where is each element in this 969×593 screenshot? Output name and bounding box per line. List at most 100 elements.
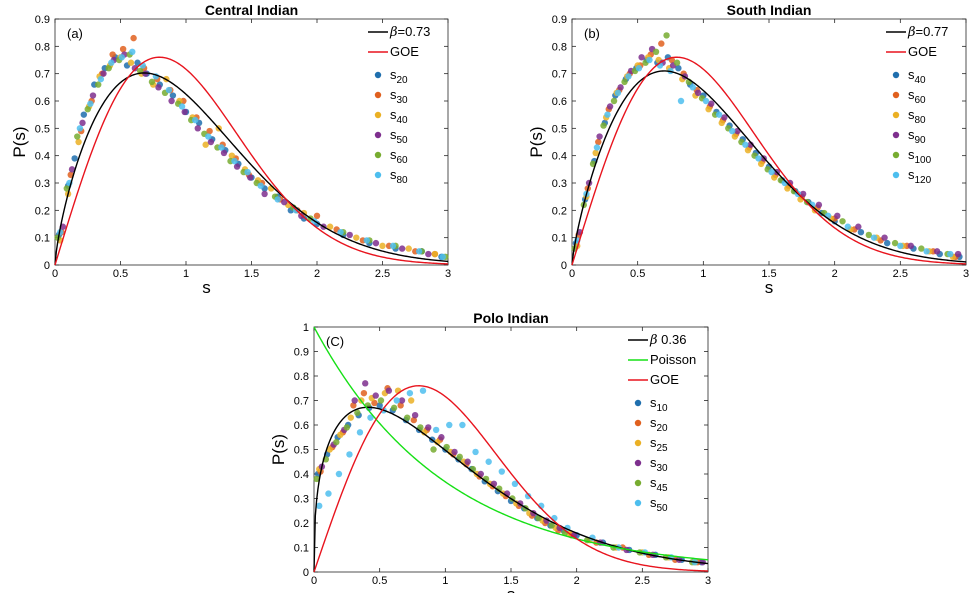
data-point [281, 198, 288, 206]
chart-panel-2: 0 0.5 1 1.5 2 2.5 3 0 0.1 0.2 0.3 0.4 0.5 0.6 0.7 0.8 0.… [527, 2, 969, 297]
series-subscript: 60 [915, 95, 927, 106]
data-point [799, 190, 807, 198]
data-point [244, 168, 251, 176]
legend-label-series: s40 [908, 67, 926, 86]
y-tick-label: 0.4 [294, 469, 309, 481]
series-name: s [650, 475, 657, 490]
legend-label-series: s60 [908, 87, 926, 106]
data-point [356, 429, 364, 436]
data-point [865, 231, 873, 239]
x-tick-label: 0.5 [630, 268, 645, 280]
x-tick-label: 1 [442, 575, 448, 587]
series-subscript: 40 [915, 75, 927, 86]
data-point [404, 414, 411, 421]
y-tick-label: 0 [44, 260, 50, 272]
data-point [443, 443, 450, 451]
data-point [663, 32, 670, 39]
data-point [771, 174, 778, 181]
data-point [625, 73, 632, 80]
data-point [432, 426, 440, 434]
data-point [600, 122, 607, 129]
data-point [100, 70, 107, 77]
data-point [178, 103, 186, 110]
y-tick-label: 0.3 [294, 494, 309, 506]
data-point [744, 147, 752, 154]
y-tick-label: 0.8 [552, 41, 567, 53]
legend-marker [892, 171, 900, 179]
series-subscript: 80 [915, 115, 927, 126]
data-point [129, 48, 136, 55]
chart-title: South Indian [727, 2, 812, 18]
data-point [127, 59, 135, 66]
data-point [870, 234, 878, 241]
legend-label-series: s10 [650, 395, 668, 414]
data-point [768, 168, 775, 176]
data-point [354, 409, 361, 416]
legend-label-fit: β 0.36 [649, 332, 686, 348]
poisson-curve [313, 326, 709, 561]
series-name: s [650, 395, 657, 410]
data-point [570, 532, 578, 539]
data-point [621, 78, 628, 86]
series-name: s [390, 87, 397, 102]
legend-label-series: s30 [650, 455, 668, 474]
data-point [75, 138, 82, 146]
data-point [367, 414, 374, 421]
series-name: s [650, 415, 657, 430]
data-point [231, 157, 238, 165]
data-point [834, 212, 841, 219]
x-tick-label: 1 [700, 268, 706, 280]
data-point [257, 182, 264, 189]
data-point [430, 446, 437, 453]
data-point [134, 59, 141, 66]
y-tick-label: 0.5 [552, 123, 567, 135]
data-point [797, 196, 804, 203]
y-tick-label: 0.8 [294, 371, 309, 383]
data-point [393, 397, 400, 404]
y-tick-label: 0.1 [294, 543, 309, 555]
legend-label-series: s50 [650, 495, 668, 514]
x-tick-label: 2.5 [635, 575, 650, 587]
legend-marker [374, 131, 382, 139]
data-point [80, 111, 88, 118]
series-subscript: 25 [657, 443, 669, 454]
series-s50 [59, 51, 432, 258]
data-point [456, 453, 463, 461]
series-name: s [650, 495, 657, 510]
data-point [702, 97, 710, 105]
series-subscript: 90 [915, 135, 927, 146]
data-point [933, 248, 941, 255]
data-point [148, 78, 156, 86]
data-point [464, 458, 471, 465]
data-point [360, 389, 368, 397]
y-tick-label: 0.7 [35, 69, 50, 81]
data-point [95, 81, 102, 88]
panel-label: (b) [584, 26, 600, 41]
y-tick-label: 0.6 [552, 96, 567, 108]
data-point [881, 234, 888, 241]
data-point [325, 490, 332, 497]
data-point [839, 218, 846, 225]
series-subscript: 40 [397, 115, 409, 126]
data-point [385, 387, 393, 394]
x-tick-label: 2.5 [893, 268, 908, 280]
y-axis-label: P(s) [527, 126, 546, 157]
y-tick-label: 0.9 [294, 347, 309, 359]
data-point [439, 253, 446, 260]
data-point [757, 160, 765, 168]
y-tick-label: 0.8 [35, 41, 50, 53]
goe-curve [313, 385, 709, 573]
data-point [207, 138, 215, 146]
beta-symbol: β [907, 25, 916, 40]
legend-marker [374, 171, 382, 179]
legend-label-series: s45 [650, 475, 668, 494]
legend-marker [634, 419, 642, 427]
legend-label-series: s100 [908, 147, 932, 166]
series-name: s [908, 67, 915, 82]
data-point [954, 250, 962, 258]
legend-marker [892, 71, 900, 79]
data-point [451, 448, 458, 456]
data-point [326, 446, 333, 453]
y-tick-label: 0 [303, 567, 309, 579]
